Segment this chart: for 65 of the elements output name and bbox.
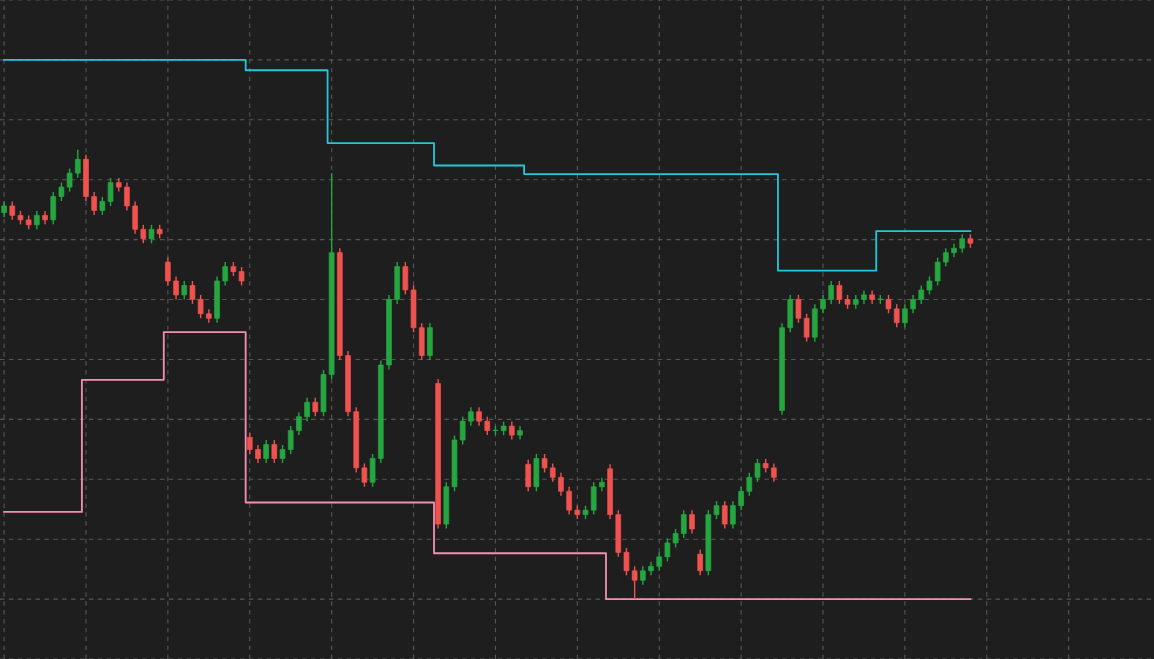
candlestick xyxy=(124,181,130,212)
candlestick xyxy=(66,167,73,193)
candlestick xyxy=(361,462,368,488)
candlestick xyxy=(287,425,294,455)
candlestick xyxy=(934,256,941,287)
candlestick xyxy=(263,439,269,464)
candlestick xyxy=(631,565,638,600)
candlestick xyxy=(754,458,761,483)
candlestick xyxy=(148,224,155,244)
candlestick xyxy=(697,548,703,576)
candlestick xyxy=(795,294,802,324)
candlestick xyxy=(402,261,409,296)
candlestick xyxy=(369,453,376,488)
candlestick xyxy=(181,280,188,301)
candlestick xyxy=(541,453,548,474)
candlestick xyxy=(738,486,744,511)
candlestick xyxy=(640,565,646,586)
candlestick xyxy=(312,397,319,417)
candlestick xyxy=(91,191,97,216)
candlestick xyxy=(549,462,556,483)
candlestick xyxy=(468,406,474,427)
candlestick xyxy=(484,415,491,436)
candlestick xyxy=(222,261,229,287)
candlestick xyxy=(271,439,278,464)
candlestick xyxy=(304,397,310,422)
candlestick xyxy=(771,462,777,483)
candlestick xyxy=(656,551,663,572)
candlestick xyxy=(197,294,204,319)
candlestick xyxy=(459,415,466,446)
candlestick xyxy=(910,294,916,315)
candlestick xyxy=(590,481,597,516)
candlestick xyxy=(132,200,138,235)
candlestick xyxy=(525,459,531,492)
candlestick xyxy=(558,472,564,497)
candlestick xyxy=(50,191,57,226)
candlestick xyxy=(173,275,179,301)
candlestick xyxy=(803,313,810,343)
candlestick xyxy=(189,280,196,305)
candlestick xyxy=(893,303,900,328)
candlestick xyxy=(820,294,826,315)
candlestick xyxy=(959,233,966,254)
candlestick xyxy=(107,177,114,207)
candlestick xyxy=(476,406,482,427)
candlestick xyxy=(836,280,843,305)
candlestick xyxy=(238,266,245,287)
candlestick xyxy=(680,509,687,539)
candlestick xyxy=(9,200,16,221)
candlestick xyxy=(165,256,171,287)
candlestick xyxy=(296,411,302,436)
candlestick xyxy=(689,509,695,535)
candlestick xyxy=(58,181,65,202)
candlestick xyxy=(730,500,736,530)
candlestick xyxy=(943,247,949,268)
candlestick xyxy=(566,486,572,516)
candlestick xyxy=(721,500,728,530)
candlestick xyxy=(746,472,753,497)
candlestick xyxy=(623,547,630,576)
candlestick xyxy=(246,432,253,455)
candlestick xyxy=(885,294,892,315)
candlestick xyxy=(34,210,40,230)
candlestick xyxy=(140,224,147,244)
candlestick xyxy=(828,280,834,305)
candlestick xyxy=(902,303,908,328)
candlestick xyxy=(918,284,925,305)
candlestick xyxy=(74,149,81,179)
